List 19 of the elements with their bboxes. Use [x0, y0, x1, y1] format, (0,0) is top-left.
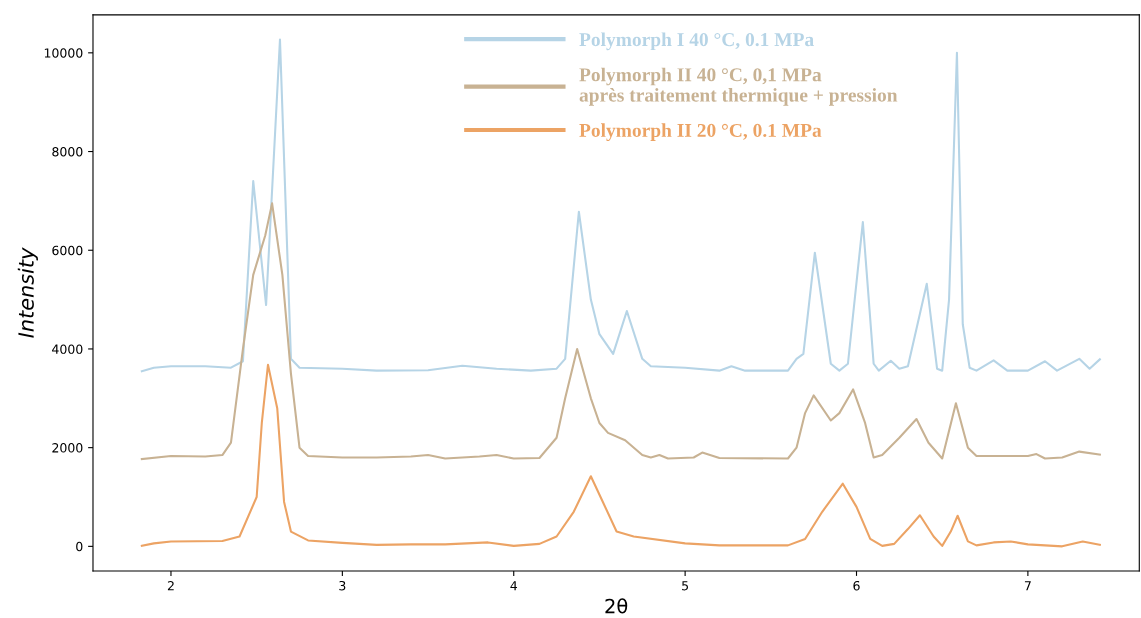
x-axis-title: 2θ: [605, 598, 628, 614]
x-tick-label: 7: [1024, 581, 1031, 591]
y-tick-label: 2000: [52, 443, 83, 453]
x-tick-label: 3: [339, 580, 346, 591]
x-tick-label: 4: [510, 581, 518, 591]
line-series: [140, 363, 1101, 548]
y-tick-label: 0: [76, 541, 83, 552]
x-tick-label: 6: [853, 580, 860, 591]
text: Polymorph I 40 °C, 0.1 MPa: [579, 32, 814, 51]
y-axis-title: Intensity: [17, 247, 38, 338]
x-tick-label: 5: [682, 581, 689, 591]
y-tick-label: 8000: [52, 147, 83, 157]
text: Polymorph II 40 °C, 0,1 MPa après traitement thermique + pression: [579, 67, 898, 106]
y-tick-label: 6000: [52, 245, 83, 256]
line-series: [140, 202, 1101, 461]
text: Polymorph II 20 °C, 0.1 MPa: [579, 123, 822, 141]
y-tick-label: 10000: [44, 48, 83, 58]
y-tick-label: 4000: [52, 344, 83, 354]
x-tick-label: 2: [167, 580, 174, 591]
